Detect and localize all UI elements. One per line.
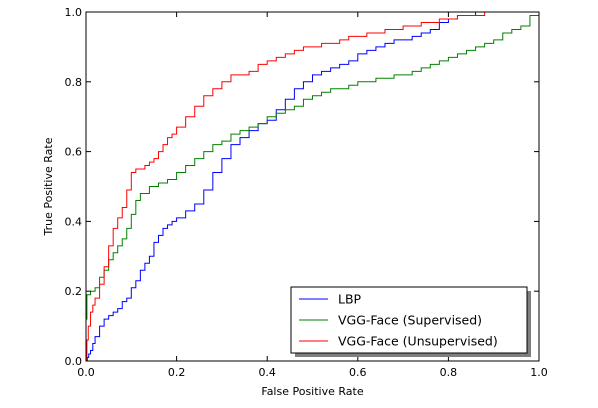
legend: LBP VGG-Face (Supervised) VGG-Face (Unsupe… <box>290 286 531 357</box>
y-tick-label: 0.4 <box>65 215 83 228</box>
series-line-1 <box>86 12 540 320</box>
legend-label-1: VGG-Face (Supervised) <box>338 313 482 328</box>
series-layer <box>86 11 540 362</box>
series-line-0 <box>86 11 539 362</box>
plot-frame <box>85 11 540 362</box>
legend-label-0: LBP <box>338 292 362 307</box>
ticks-layer: 0.0 0.2 0.4 0.6 0.8 1.0 0.0 0.2 0.4 0.6 0.8 1.0 <box>65 6 548 379</box>
x-tick-label: 0.4 <box>258 366 276 379</box>
series-line-2 <box>86 11 539 362</box>
y-tick-label: 0.0 <box>65 355 83 368</box>
legend-box <box>290 286 528 354</box>
y-tick-label: 0.6 <box>65 146 83 159</box>
legend-items: LBP VGG-Face (Supervised) VGG-Face (Unsupe… <box>299 292 498 349</box>
x-tick-label: 0.0 <box>77 366 95 379</box>
x-tick-label: 1.0 <box>530 366 548 379</box>
x-axis-label: False Positive Rate <box>261 385 363 398</box>
y-axis-label: True Positive Rate <box>42 137 55 236</box>
y-tick-label: 1.0 <box>65 6 83 19</box>
x-tick-label: 0.2 <box>168 366 186 379</box>
x-tick-label: 0.8 <box>440 366 458 379</box>
y-tick-label: 0.8 <box>65 76 83 89</box>
x-tick-label: 0.6 <box>349 366 367 379</box>
y-tick-label: 0.2 <box>65 285 83 298</box>
legend-label-2: VGG-Face (Unsupervised) <box>338 334 498 349</box>
